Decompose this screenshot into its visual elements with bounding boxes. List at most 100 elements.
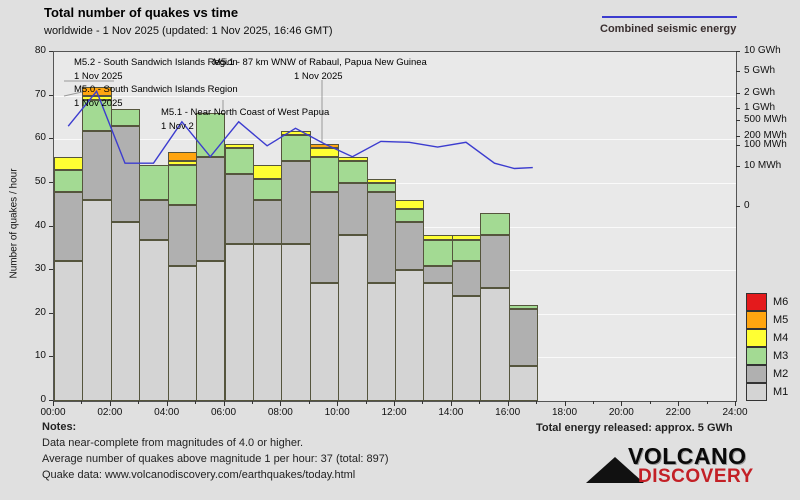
legend-swatch-M6 [746,293,767,311]
x-tick-h6 [223,401,225,406]
gridline-60 [54,139,736,141]
x-tick-label-20:00: 20:00 [608,407,634,418]
left-tick-40 [49,225,53,227]
legend-swatch-M3 [746,347,767,365]
left-tick-label-50: 50 [34,175,46,187]
x-tick-h21 [649,401,651,404]
x-tick-h16 [507,401,509,406]
bar-06:00-M3 [224,147,254,175]
right-tick-label-5 GWh: 5 GWh [744,65,776,76]
x-tick-h22 [678,401,680,406]
right-tick-label-2 GWh: 2 GWh [744,87,776,98]
left-tick-20 [49,312,53,314]
x-tick-h12 [394,401,395,406]
x-tick-label-16:00: 16:00 [495,407,521,418]
page-title: Total number of quakes vs time [44,5,239,20]
x-tick-label-14:00: 14:00 [438,407,464,418]
bar-09:00-M4 [309,147,340,157]
x-tick-h11 [365,401,367,404]
bar-10:00-M3 [338,161,368,183]
x-tick-h0 [53,401,54,406]
right-tick-0 [736,206,740,207]
bar-01:00-M1 [82,200,112,401]
gridline-70 [54,95,736,97]
legend-label-M5: M5 [773,314,789,326]
chart-subtitle: worldwide - 1 Nov 2025 (updated: 1 Nov 2… [44,25,333,37]
bar-15:00-M3 [480,213,510,236]
x-tick-label-10:00: 10:00 [324,407,350,418]
bar-06:00-M4 [224,143,254,148]
bar-01:00-M4 [82,95,112,100]
x-tick-label-02:00: 02:00 [97,407,123,418]
bar-01:00-M3 [82,99,112,131]
left-tick-label-70: 70 [34,88,46,100]
logo-text-volcano: VOLCANO [628,443,747,469]
x-tick-label-18:00: 18:00 [551,407,578,418]
right-tick-2 GWh [736,93,740,94]
left-tick-label-30: 30 [34,263,46,275]
left-tick-label-20: 20 [34,306,46,318]
x-tick-h7 [251,401,253,404]
legend-label-M2: M2 [773,368,789,380]
bar-03:00-M3 [139,165,169,201]
left-tick-label-60: 60 [34,132,46,144]
bar-12:00-M4 [395,200,425,210]
bar-09:00-M2 [309,191,340,284]
bar-07:00-M2 [252,200,283,244]
x-tick-label-24:00: 24:00 [722,407,748,418]
bar-11:00-M1 [366,283,396,401]
annotation-text-0: M5.2 - South Sandwich Islands Region [74,57,238,68]
x-tick-h3 [138,401,140,404]
note-line-3: Quake data: www.volcanodiscovery.com/ear… [42,469,356,481]
bar-11:00-M4 [366,178,396,183]
right-tick-label-200 MWh: 200 MWh [744,130,787,141]
x-tick-h17 [536,401,538,404]
energy-polyline [67,89,533,170]
annotation-date-1: 1 Nov 2025 [74,98,123,109]
x-tick-label-22:00: 22:00 [665,407,691,418]
x-tick-h15 [479,401,481,404]
legend-label-M6: M6 [773,296,789,308]
energy-line-swatch [602,16,737,18]
right-tick-label-100 MWh: 100 MWh [744,139,787,150]
x-tick-h2 [109,401,111,406]
x-tick-h19 [592,401,594,404]
left-tick-label-10: 10 [34,350,46,362]
legend-swatch-M5 [746,311,767,329]
legend-swatch-M2 [746,365,767,383]
bar-02:00-M3 [110,108,141,127]
total-energy-text: Total energy released: approx. 5 GWh [536,422,733,434]
left-tick-0 [49,400,53,401]
notes-title: Notes: [42,421,77,433]
legend-label-M4: M4 [773,332,789,344]
bar-14:00-M2 [451,261,482,297]
x-tick-h18 [564,401,566,406]
x-tick-h23 [706,401,708,404]
right-tick-10 GWh [736,51,740,52]
left-tick-70 [49,94,53,96]
right-tick-200 MWh [736,136,740,137]
energy-legend-label: Combined seismic energy [600,23,737,35]
annotation-date-3: 1 Nov 2 [161,121,194,132]
x-tick-label-06:00: 06:00 [210,407,237,418]
plot-area [53,51,737,402]
legend-swatch-M4 [746,329,767,347]
bar-00:00-M2 [54,191,84,262]
x-tick-h10 [337,401,339,406]
bar-11:00-M3 [366,182,396,192]
bar-14:00-M1 [451,296,482,401]
bar-04:00-M3 [167,165,198,205]
left-tick-label-80: 80 [34,45,46,56]
x-tick-h20 [621,401,623,406]
right-tick-label-500 MWh: 500 MWh [744,114,787,125]
left-tick-50 [49,181,53,183]
bar-16:00-M3 [508,305,539,310]
x-tick-label-12:00: 12:00 [381,407,407,418]
legend-swatch-M1 [746,383,767,401]
x-tick-label-00:00: 00:00 [40,407,66,418]
legend-label-M3: M3 [773,350,789,362]
right-tick-100 MWh [736,145,740,146]
right-tick-label-10 MWh: 10 MWh [744,160,782,171]
annotation-text-3: M5.1 - Near North Coast of West Papua [161,107,330,118]
